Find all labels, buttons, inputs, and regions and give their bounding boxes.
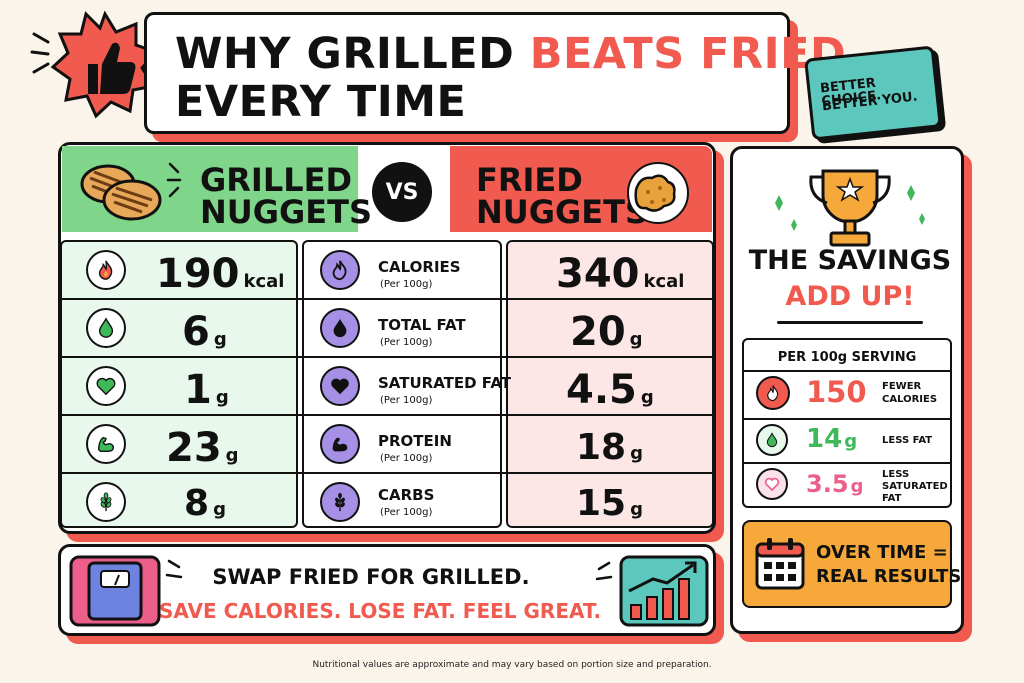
fried-nuggets-icon	[627, 162, 689, 224]
row-divider	[744, 418, 950, 420]
grilled-nuggets-icon	[80, 164, 162, 221]
droplet-icon	[86, 308, 126, 348]
fried-title-1: FRIED	[476, 161, 583, 199]
growth-chart-icon	[619, 555, 709, 627]
nutrient-name-total-fat: TOTAL FAT	[378, 316, 466, 334]
nutrient-sub: (Per 100g)	[380, 395, 433, 406]
savings-label: LESS	[882, 469, 910, 480]
thumbs-up-icon	[50, 10, 159, 119]
savings-saturated-fat-value: 3.5 g	[806, 470, 864, 498]
droplet-icon	[320, 308, 360, 348]
vs-badge: VS	[372, 162, 432, 222]
spark-lines-icon	[166, 162, 182, 198]
heart-icon	[756, 468, 788, 500]
nutrient-sub: (Per 100g)	[380, 453, 433, 464]
bottom-banner: SWAP FRIED FOR GRILLED. SAVE CALORIES. L…	[58, 544, 716, 636]
thumbs-up-badge	[50, 10, 160, 120]
row-divider	[60, 356, 714, 358]
fried-saturated-fat-value: 4.5 g	[566, 367, 654, 413]
savings-table-title: PER 100g SERVING	[777, 350, 917, 365]
over-time-line-1: OVER TIME =	[816, 542, 948, 563]
title-line-1: WHY GRILLED BEATS FRIED	[175, 33, 846, 76]
row-divider	[60, 298, 714, 300]
fried-carbs-value: 15 g	[576, 483, 643, 524]
nutrient-name-carbs: CARBS	[378, 486, 435, 504]
nutrient-sub: (Per 100g)	[380, 507, 433, 518]
wheat-icon	[320, 482, 360, 522]
savings-label: CALORIES	[882, 394, 938, 405]
spark-lines-left	[30, 28, 54, 78]
fried-title-2: NUGGETS	[476, 193, 649, 231]
nutrient-name-calories: CALORIES	[378, 258, 461, 276]
nutrient-name-saturated-fat: SATURATED FAT	[378, 374, 512, 392]
savings-heading: THE SAVINGS	[748, 245, 952, 276]
over-time-line-2: REAL RESULTS	[816, 566, 962, 587]
savings-table: PER 100g SERVING 150 FEWER CALORIES 14 g …	[742, 338, 952, 508]
row-divider	[744, 462, 950, 464]
grilled-calories-value: 190 kcal	[156, 251, 285, 297]
underline-divider	[777, 321, 923, 324]
flame-icon	[320, 250, 360, 290]
nutrient-name-protein: PROTEIN	[378, 432, 452, 450]
flame-icon	[756, 376, 790, 410]
nutrient-sub: (Per 100g)	[380, 279, 433, 290]
fried-protein-value: 18 g	[576, 427, 643, 468]
fried-calories-value: 340 kcal	[556, 251, 685, 297]
savings-fat-value: 14 g	[806, 424, 858, 454]
nutrient-sub: (Per 100g)	[380, 337, 433, 348]
spark-lines-icon	[165, 559, 183, 579]
title-line-2: EVERY TIME	[175, 77, 467, 127]
grilled-protein-value: 23 g	[166, 425, 239, 471]
spark-lines-icon	[595, 561, 613, 581]
calendar-icon	[755, 538, 805, 590]
grilled-title-1: GRILLED	[200, 161, 353, 199]
fried-values-column	[506, 240, 714, 528]
savings-label: FAT	[882, 493, 902, 504]
heart-icon	[86, 366, 126, 406]
savings-label: LESS FAT	[882, 435, 933, 446]
row-divider	[60, 472, 714, 474]
title-black: WHY GRILLED	[175, 29, 515, 79]
savings-subheading: ADD UP!	[785, 281, 915, 312]
title-red: BEATS FRIED	[529, 29, 847, 79]
muscle-icon	[86, 424, 126, 464]
over-time-box: OVER TIME = REAL RESULTS	[742, 520, 961, 608]
wheat-icon	[86, 482, 126, 522]
title-card: WHY GRILLED BEATS FRIED EVERY TIME	[144, 12, 846, 134]
muscle-icon	[320, 424, 360, 464]
row-divider	[60, 414, 714, 416]
grilled-header: GRILLED NUGGETS	[62, 146, 372, 232]
bottom-line-1: SWAP FRIED FOR GRILLED.	[212, 565, 530, 589]
trophy-icon	[775, 169, 925, 247]
scale-icon	[69, 555, 161, 627]
fried-fat-value: 20 g	[570, 309, 643, 355]
row-divider	[744, 370, 950, 372]
bottom-line-2: SAVE CALORIES. LOSE FAT. FEEL GREAT.	[159, 599, 602, 623]
grilled-title-2: NUGGETS	[200, 193, 373, 231]
savings-label: FEWER	[882, 381, 922, 392]
fried-header: FRIED NUGGETS	[450, 146, 712, 232]
footnote: Nutritional values are approximate and m…	[312, 660, 712, 670]
heart-icon	[320, 366, 360, 406]
savings-label: SATURATED	[882, 481, 948, 492]
savings-calories-value: 150	[806, 375, 867, 409]
flame-icon	[86, 250, 126, 290]
tagline-badge: BETTER CHOICE. BETTER YOU.	[804, 45, 942, 141]
droplet-icon	[756, 424, 788, 456]
